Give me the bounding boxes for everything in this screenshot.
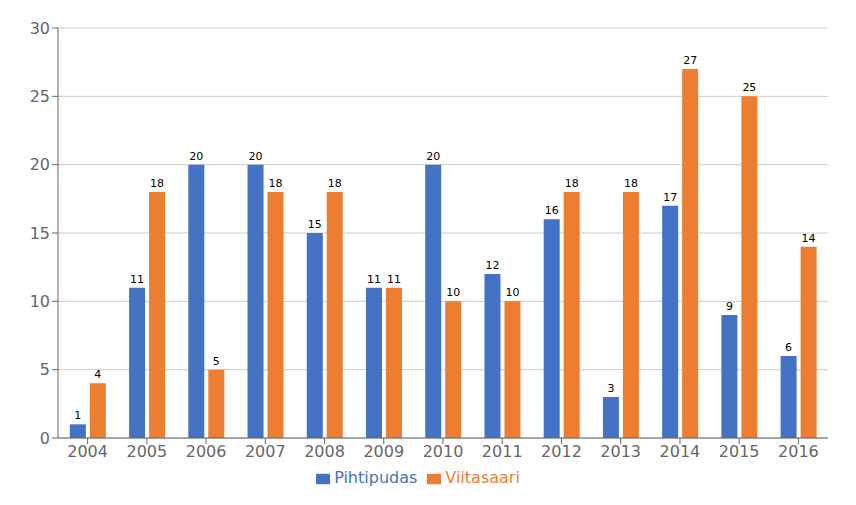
- svg-text:20: 20: [189, 150, 203, 163]
- svg-text:6: 6: [785, 341, 792, 354]
- svg-text:2012: 2012: [541, 442, 582, 461]
- svg-text:3: 3: [607, 382, 614, 395]
- svg-text:20: 20: [30, 155, 50, 174]
- html-text:Pihtipudas: Pihtipudas: [334, 468, 418, 487]
- svg-text:11: 11: [130, 273, 144, 286]
- svg-text:5: 5: [213, 355, 220, 368]
- svg-text:30: 30: [30, 19, 50, 38]
- svg-text:18: 18: [565, 177, 579, 190]
- svg-text:18: 18: [269, 177, 283, 190]
- svg-text:2010: 2010: [423, 442, 464, 461]
- svg-text:27: 27: [683, 54, 697, 67]
- svg-text:2008: 2008: [304, 442, 345, 461]
- svg-text:2011: 2011: [482, 442, 523, 461]
- svg-text:1: 1: [74, 409, 81, 422]
- svg-text:15: 15: [30, 224, 50, 243]
- svg-text:10: 10: [446, 286, 460, 299]
- svg-text:2009: 2009: [363, 442, 404, 461]
- svg-text:2007: 2007: [245, 442, 286, 461]
- svg-text:5: 5: [40, 360, 50, 379]
- svg-text:2006: 2006: [186, 442, 227, 461]
- svg-text:12: 12: [485, 259, 499, 272]
- svg-text:20: 20: [426, 150, 440, 163]
- svg-text:0: 0: [40, 429, 50, 448]
- svg-text:17: 17: [663, 191, 677, 204]
- svg-text:20: 20: [249, 150, 263, 163]
- svg-text:18: 18: [624, 177, 638, 190]
- svg-text:25: 25: [742, 81, 756, 94]
- html-text:Viitasaari: Viitasaari: [445, 468, 520, 487]
- svg-text:2004: 2004: [67, 442, 108, 461]
- svg-text:2016: 2016: [778, 442, 819, 461]
- svg-text:11: 11: [387, 273, 401, 286]
- svg-text:4: 4: [94, 368, 101, 381]
- svg-text:16: 16: [545, 204, 559, 217]
- svg-text:11: 11: [367, 273, 381, 286]
- svg-text:2005: 2005: [126, 442, 167, 461]
- svg-text:10: 10: [505, 286, 519, 299]
- svg-text:14: 14: [802, 232, 816, 245]
- svg-text:2014: 2014: [660, 442, 701, 461]
- svg-text:15: 15: [308, 218, 322, 231]
- svg-text:2015: 2015: [719, 442, 760, 461]
- svg-text:25: 25: [30, 87, 50, 106]
- svg-text:9: 9: [726, 300, 733, 313]
- svg-text:18: 18: [328, 177, 342, 190]
- svg-text:2013: 2013: [600, 442, 641, 461]
- svg-text:10: 10: [30, 292, 50, 311]
- svg-text:18: 18: [150, 177, 164, 190]
